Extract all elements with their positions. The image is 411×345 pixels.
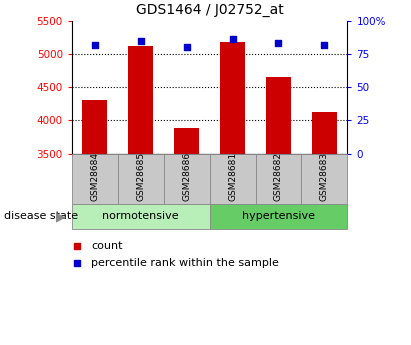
Text: GSM28682: GSM28682 (274, 151, 283, 200)
Bar (220, 42, 245, 154)
Point (92, 42, 98, 47)
Text: normotensive: normotensive (102, 211, 179, 221)
Point (275, 40, 282, 46)
Bar (210, 204, 347, 229)
Text: hypertensive: hypertensive (242, 211, 315, 221)
Bar (82, 100, 108, 154)
Bar (174, 128, 199, 154)
Text: GSM28685: GSM28685 (136, 151, 145, 200)
Bar (312, 112, 337, 154)
Text: GSM28684: GSM28684 (90, 151, 99, 200)
Bar (118, 154, 164, 204)
Bar (72, 204, 210, 229)
Text: ▶: ▶ (55, 210, 65, 223)
Text: count: count (91, 241, 123, 251)
Bar (256, 154, 301, 204)
Text: GSM28681: GSM28681 (228, 151, 237, 200)
Point (321, 42, 328, 47)
Text: percentile rank within the sample: percentile rank within the sample (91, 258, 279, 268)
Point (183, 45, 190, 50)
Title: GDS1464 / J02752_at: GDS1464 / J02752_at (136, 3, 284, 17)
Bar (210, 154, 256, 204)
Point (229, 37, 236, 42)
Bar (266, 77, 291, 154)
Text: GSM28683: GSM28683 (320, 151, 329, 200)
Bar (128, 46, 153, 154)
Bar (164, 154, 210, 204)
Point (137, 38, 144, 43)
Text: disease state: disease state (4, 211, 78, 221)
Bar (301, 154, 347, 204)
Bar (72, 154, 118, 204)
Text: GSM28686: GSM28686 (182, 151, 191, 200)
